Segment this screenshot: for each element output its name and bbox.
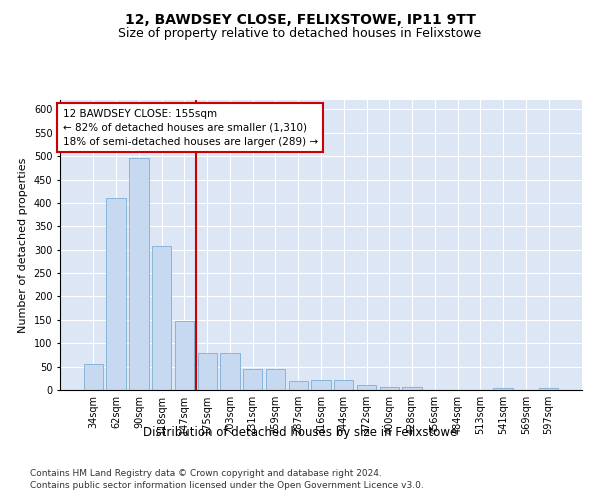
Bar <box>84 364 103 390</box>
Bar <box>493 388 513 390</box>
Text: 12, BAWDSEY CLOSE, FELIXSTOWE, IP11 9TT: 12, BAWDSEY CLOSE, FELIXSTOWE, IP11 9TT <box>125 12 475 26</box>
Bar <box>334 380 353 390</box>
Bar <box>289 380 308 390</box>
Text: 12 BAWDSEY CLOSE: 155sqm
← 82% of detached houses are smaller (1,310)
18% of sem: 12 BAWDSEY CLOSE: 155sqm ← 82% of detach… <box>62 108 318 146</box>
Bar <box>152 246 172 390</box>
Text: Size of property relative to detached houses in Felixstowe: Size of property relative to detached ho… <box>118 28 482 40</box>
Bar <box>403 387 422 390</box>
Bar <box>106 198 126 390</box>
Text: Contains HM Land Registry data © Crown copyright and database right 2024.
Contai: Contains HM Land Registry data © Crown c… <box>30 469 424 490</box>
Bar <box>266 369 285 390</box>
Bar <box>380 387 399 390</box>
Bar <box>539 388 558 390</box>
Bar <box>357 386 376 390</box>
Bar <box>311 380 331 390</box>
Text: Distribution of detached houses by size in Felixstowe: Distribution of detached houses by size … <box>143 426 457 439</box>
Bar <box>243 369 262 390</box>
Bar <box>175 321 194 390</box>
Bar <box>129 158 149 390</box>
Y-axis label: Number of detached properties: Number of detached properties <box>18 158 28 332</box>
Bar <box>197 352 217 390</box>
Bar <box>220 352 239 390</box>
